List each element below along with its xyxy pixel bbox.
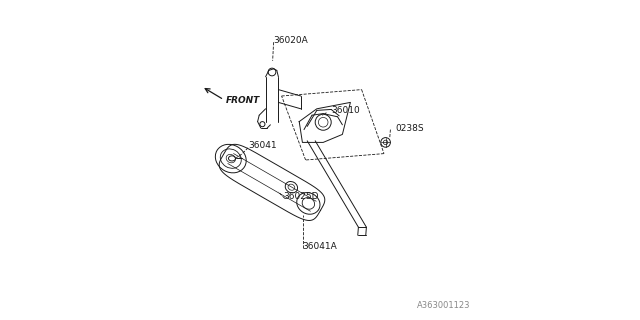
Text: 0238S: 0238S — [396, 124, 424, 132]
Text: A363001123: A363001123 — [417, 301, 470, 310]
Text: 36010: 36010 — [332, 106, 360, 115]
Text: 36041: 36041 — [248, 141, 276, 150]
Text: 36020A: 36020A — [274, 36, 308, 44]
Text: 36025D: 36025D — [283, 192, 319, 201]
Text: FRONT: FRONT — [226, 96, 260, 105]
Text: 36041A: 36041A — [302, 242, 337, 251]
